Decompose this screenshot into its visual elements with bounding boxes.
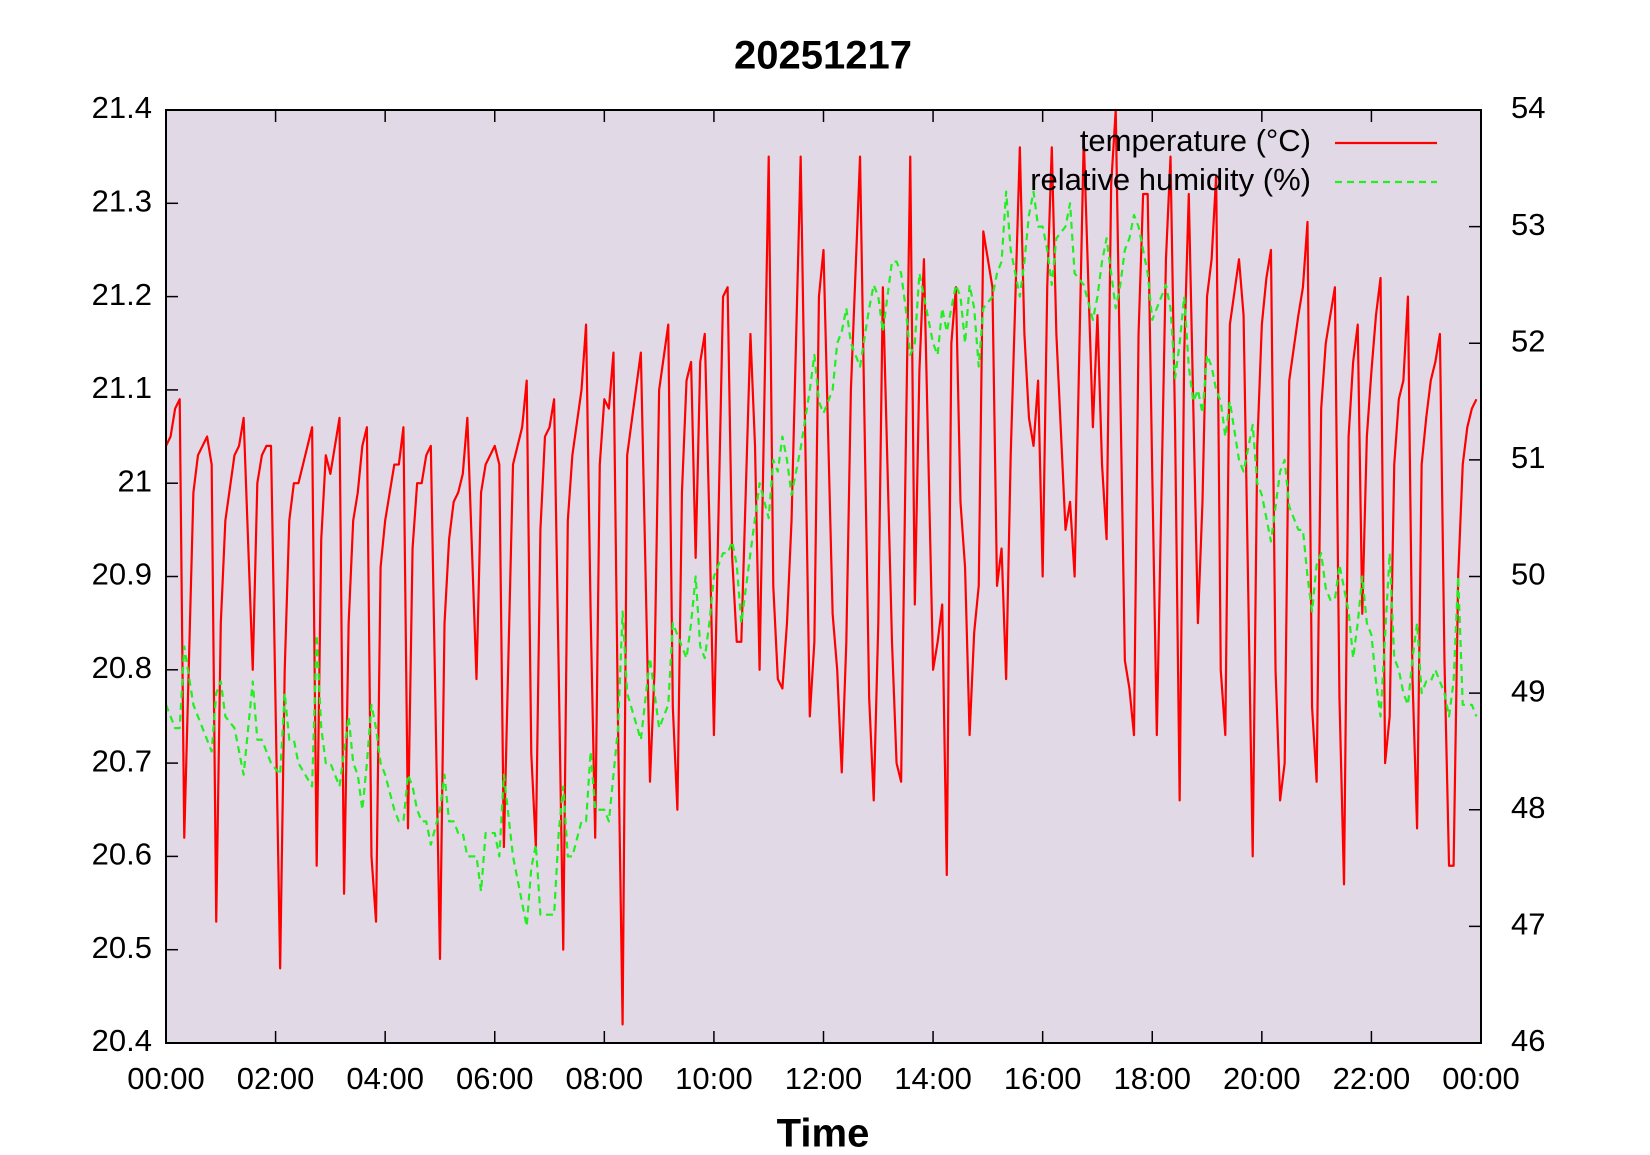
y2-tick-label: 52: [1511, 323, 1545, 358]
x-tick-label: 10:00: [675, 1061, 753, 1096]
x-tick-label: 08:00: [566, 1061, 644, 1096]
series-line: [165, 108, 1478, 1026]
y2-tick-label: 46: [1511, 1023, 1545, 1058]
y-tick-label: 20.7: [92, 743, 152, 778]
y-tick-label: 20.6: [92, 837, 152, 872]
y2-tick-label: 50: [1511, 557, 1545, 592]
x-tick-label: 12:00: [785, 1061, 863, 1096]
y2-tick-label: 49: [1511, 673, 1545, 708]
legend-label: relative humidity (%): [1030, 162, 1311, 197]
y-tick-label: 21.3: [92, 183, 152, 218]
x-axis-label: Time: [777, 1112, 870, 1155]
y2-tick-label: 54: [1511, 90, 1545, 125]
legend: temperature (°C) relative humidity (%): [1030, 123, 1437, 197]
y-tick-label: 21.1: [92, 370, 152, 405]
ticks: 00:00 02:00 04:00 06:00 08:00 10:00 12:00 14:00…: [92, 90, 1546, 1096]
legend-label: temperature (°C): [1080, 123, 1311, 158]
y-tick-label: 21.2: [92, 277, 152, 312]
y2-tick-label: 53: [1511, 207, 1545, 242]
x-tick-label: 00:00: [127, 1061, 205, 1096]
x-tick-label: 06:00: [456, 1061, 534, 1096]
y-tick-label: 20.5: [92, 930, 152, 965]
x-tick-label: 00:00: [1442, 1061, 1520, 1096]
y-tick-label: 20.8: [92, 650, 152, 685]
y-tick-label: 21.4: [92, 90, 152, 125]
y-tick-label: 21: [118, 463, 152, 498]
x-tick-label: 16:00: [1004, 1061, 1082, 1096]
x-tick-label: 14:00: [894, 1061, 972, 1096]
y2-tick-label: 48: [1511, 790, 1545, 825]
y-tick-label: 20.4: [92, 1023, 152, 1058]
x-tick-label: 04:00: [346, 1061, 424, 1096]
x-tick-label: 22:00: [1333, 1061, 1411, 1096]
chart-title: 20251217: [734, 34, 912, 78]
lines: [164, 108, 1478, 1026]
y-tick-label: 20.9: [92, 557, 152, 592]
x-tick-label: 20:00: [1223, 1061, 1301, 1096]
x-tick-label: 02:00: [237, 1061, 315, 1096]
plot-frame: [165, 109, 1482, 1044]
series-line: [164, 190, 1478, 928]
x-tick-label: 18:00: [1113, 1061, 1191, 1096]
y2-tick-label: 51: [1511, 440, 1545, 475]
y2-tick-label: 47: [1511, 907, 1545, 942]
